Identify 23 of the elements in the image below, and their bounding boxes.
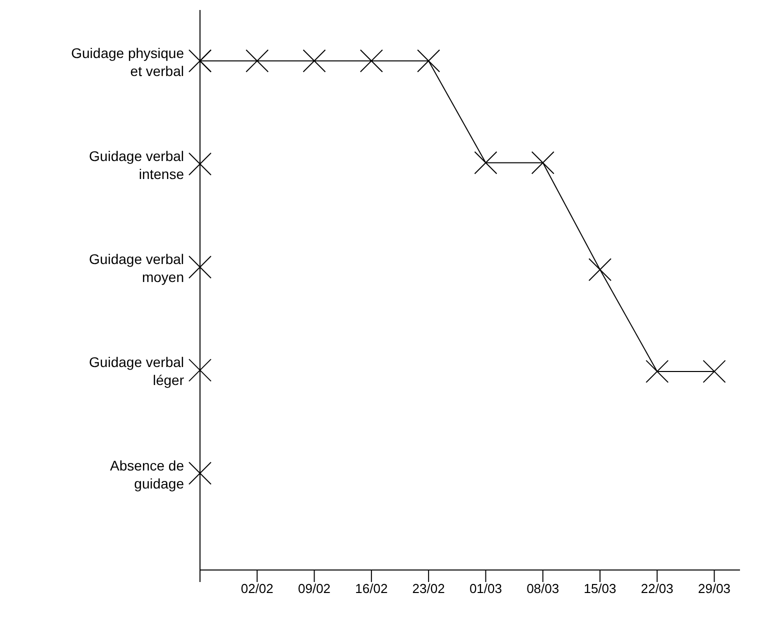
text: Guidage physique et verbal	[71, 44, 184, 79]
point	[474, 151, 498, 174]
point	[246, 49, 269, 72]
text: Guidage verbal léger	[89, 354, 184, 388]
x-tick-label: 23/02	[412, 581, 445, 596]
x-tick-label: 16/02	[355, 581, 388, 596]
x-tick-label: 09/02	[298, 581, 331, 596]
x-tick-label: 08/03	[526, 581, 560, 596]
text: Absence de guidage	[110, 457, 184, 492]
point	[417, 49, 440, 72]
x-tick-label: 22/03	[640, 581, 674, 596]
point	[646, 360, 669, 383]
x-tick-label: 01/03	[469, 581, 502, 596]
text: Guidage verbal intense	[89, 148, 184, 182]
text: Guidage verbal moyen	[89, 251, 184, 286]
x-tick-label: 15/03	[584, 581, 616, 596]
point	[702, 360, 726, 383]
point	[360, 49, 383, 72]
point	[302, 49, 326, 72]
x-tick-label: 02/02	[240, 581, 274, 596]
point	[531, 151, 554, 174]
point	[588, 258, 612, 282]
x-tick-label: 29/03	[698, 581, 731, 596]
